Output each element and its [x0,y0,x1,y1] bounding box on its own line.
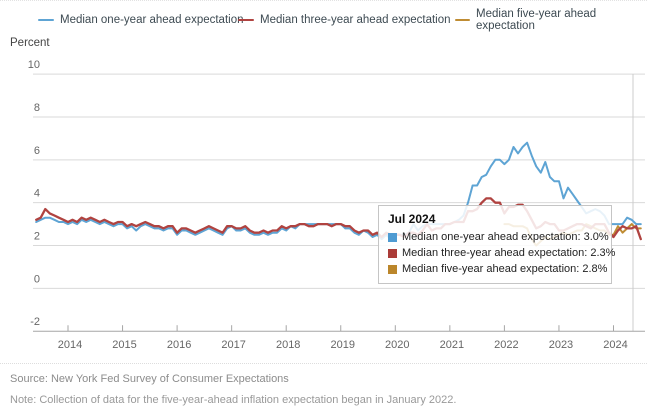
series-swatch-icon [388,232,397,242]
chart-tooltip: Jul 2024 Median one-year ahead expectati… [378,205,615,284]
svg-text:2017: 2017 [221,339,245,351]
tooltip-row-one-year: Median one-year ahead expectation: 3.0% [388,229,609,245]
svg-text:2018: 2018 [276,339,300,351]
legend-label-one-year: Median one-year ahead expectation [60,14,244,26]
svg-text:0: 0 [34,273,40,285]
chart-footer: Source: New York Fed Survey of Consumer … [0,363,647,406]
y-axis-title: Percent [10,37,50,49]
legend-label-five-year: Median five-year ahead expectation [476,8,597,32]
svg-text:10: 10 [28,59,40,71]
series-swatch-icon [388,248,397,258]
legend-label-three-year: Median three-year ahead expectation [260,14,451,26]
svg-text:-2: -2 [30,316,40,328]
svg-text:2016: 2016 [167,339,191,351]
tooltip-text-one-year: Median one-year ahead expectation: 3.0% [402,231,609,243]
svg-text:2022: 2022 [494,339,518,351]
line-dash-icon [238,18,254,22]
legend-item-one-year[interactable]: Median one-year ahead expectation [38,12,244,28]
tooltip-row-five-year: Median five-year ahead expectation: 2.8% [388,261,607,277]
source-text: Source: New York Fed Survey of Consumer … [10,373,289,385]
svg-text:2024: 2024 [603,339,627,351]
tooltip-row-three-year: Median three-year ahead expectation: 2.3… [388,245,615,261]
tooltip-date: Jul 2024 [388,212,436,226]
line-dash-icon [455,18,471,22]
svg-text:2019: 2019 [331,339,355,351]
series-swatch-icon [388,264,397,274]
svg-text:2021: 2021 [440,339,464,351]
svg-text:2: 2 [34,231,40,243]
line-dash-icon [38,18,54,22]
svg-text:2015: 2015 [112,339,136,351]
x-axis [33,325,645,332]
svg-text:8: 8 [34,102,40,114]
note-text: Note: Collection of data for the five-ye… [10,394,457,406]
y-gridlines [33,73,645,289]
svg-text:6: 6 [34,145,40,157]
svg-text:4: 4 [34,188,40,200]
svg-text:2020: 2020 [385,339,409,351]
legend-item-five-year[interactable]: Median five-year ahead expectation [455,8,647,32]
tooltip-text-three-year: Median three-year ahead expectation: 2.3… [402,247,616,259]
svg-text:2023: 2023 [549,339,573,351]
axis-labels: 10 8 6 4 2 0 -2 2014 2015 2016 2017 2018 2019 2020 202… [28,59,628,351]
chart-svg[interactable]: 10 8 6 4 2 0 -2 2014 2015 2016 2017 2018 2019 2020 202… [0,1,647,361]
tooltip-text-five-year: Median five-year ahead expectation: 2.8% [402,263,608,275]
legend-item-three-year[interactable]: Median three-year ahead expectation [238,12,451,28]
svg-text:2014: 2014 [58,339,82,351]
